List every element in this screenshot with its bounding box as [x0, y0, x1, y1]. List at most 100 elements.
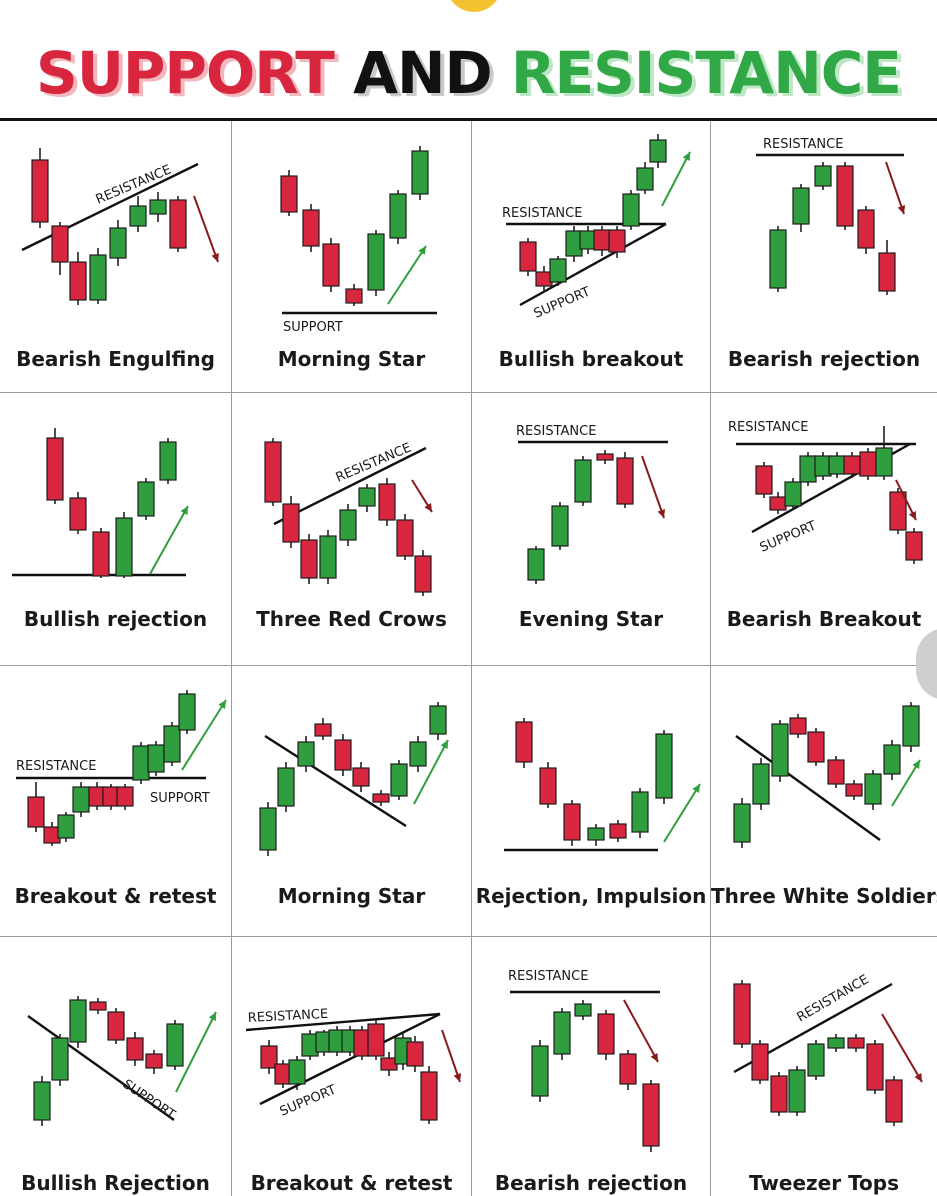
- bullish-candle: [159, 438, 177, 484]
- bearish-candle: [642, 1080, 660, 1152]
- bearish-candle: [519, 238, 537, 276]
- bullish-candle: [411, 146, 429, 200]
- down-arrow-icon: [623, 999, 659, 1063]
- bullish-candle: [655, 730, 673, 804]
- bullish-candle: [799, 452, 817, 486]
- resistance-label: RESISTANCE: [16, 759, 96, 774]
- title-word-support: SUPPORT: [36, 39, 335, 107]
- bullish-candle: [883, 740, 901, 780]
- bullish-candle: [51, 1034, 69, 1086]
- pattern-caption: Bullish rejection: [23, 607, 208, 631]
- bullish-candle: [277, 762, 295, 812]
- bearish-candle: [597, 1010, 615, 1060]
- bullish-candle: [771, 720, 789, 782]
- bullish-candle: [579, 226, 597, 254]
- bearish-candle: [885, 1076, 903, 1126]
- bullish-candle: [769, 226, 787, 292]
- bullish-candle: [137, 478, 155, 520]
- pattern-caption: Tweezer Tops: [748, 1171, 900, 1195]
- bullish-candle: [259, 802, 277, 856]
- bearish-candle: [31, 148, 49, 228]
- pattern-caption: Bullish breakout: [498, 347, 684, 371]
- bullish-candle: [132, 742, 150, 784]
- bearish-candle: [836, 162, 854, 230]
- pattern-caption: Morning Star: [277, 347, 426, 371]
- bullish-candle: [409, 736, 427, 772]
- bearish-candle: [116, 784, 134, 810]
- up-arrow-icon: [413, 739, 449, 805]
- bearish-candle: [27, 782, 45, 832]
- down-arrow-icon: [885, 161, 906, 215]
- bullish-candle: [297, 736, 315, 772]
- bullish-candle: [553, 1008, 571, 1060]
- bearish-candle: [334, 734, 352, 776]
- bearish-candle: [46, 428, 64, 504]
- pattern-cell: RESISTANCE: [516, 424, 668, 584]
- resistance-label: RESISTANCE: [763, 137, 843, 152]
- pattern-caption: Bearish rejection: [494, 1171, 688, 1195]
- bearish-candle: [126, 1032, 144, 1066]
- bearish-candle: [843, 452, 861, 478]
- down-arrow-icon: [193, 195, 219, 263]
- bearish-candle: [859, 448, 877, 480]
- pattern-cell: [259, 702, 449, 856]
- trend-line: [259, 1012, 441, 1106]
- bearish-candle: [352, 762, 370, 792]
- bearish-candle: [807, 728, 825, 766]
- bearish-candle: [751, 1040, 769, 1084]
- bullish-candle: [549, 256, 567, 286]
- bearish-candle: [878, 240, 896, 295]
- bullish-candle: [752, 758, 770, 810]
- pattern-cell: RESISTANCE SUPPORT: [16, 690, 227, 846]
- bullish-candle: [902, 702, 920, 752]
- bullish-candle: [531, 1040, 549, 1102]
- grid-divider-v1: [231, 121, 232, 1196]
- bearish-candle: [92, 528, 110, 578]
- pattern-caption: Bearish Engulfing: [16, 347, 215, 371]
- bullish-candle: [551, 502, 569, 550]
- pattern-caption: Three White Soldiers: [711, 884, 937, 908]
- bearish-candle: [769, 492, 787, 514]
- pattern-caption: Breakout & retest: [250, 1171, 453, 1195]
- resistance-label: RESISTANCE: [502, 206, 582, 221]
- bullish-candle: [875, 426, 893, 480]
- bearish-candle: [282, 496, 300, 548]
- grid-divider-h1: [0, 392, 937, 393]
- bullish-candle: [115, 512, 133, 578]
- bullish-candle: [33, 1076, 51, 1126]
- trend-line: [264, 734, 407, 828]
- side-scroll-handle[interactable]: [916, 628, 937, 700]
- bearish-candle: [264, 438, 282, 506]
- bearish-candle: [43, 822, 61, 846]
- bearish-candle: [69, 492, 87, 534]
- bearish-candle: [539, 762, 557, 808]
- pattern-cell: RESISTANCE: [21, 148, 219, 305]
- bullish-candle: [622, 190, 640, 230]
- trend-line: [27, 1015, 175, 1121]
- bullish-candle: [367, 230, 385, 296]
- bullish-candle: [319, 530, 337, 584]
- grid-divider-h3: [0, 936, 937, 937]
- support-label: SUPPORT: [283, 320, 343, 335]
- title-divider: [0, 118, 937, 121]
- bearish-candle: [889, 488, 907, 534]
- grid-divider-v2: [471, 121, 472, 1196]
- bullish-candle: [733, 798, 751, 848]
- bearish-candle: [300, 534, 318, 584]
- bullish-candle: [129, 196, 147, 232]
- support-label: SUPPORT: [150, 791, 210, 806]
- title-word-and: AND: [353, 39, 493, 107]
- resistance-label: RESISTANCE: [508, 969, 588, 984]
- bearish-candle: [314, 718, 332, 740]
- pattern-cell: RESISTANCE: [756, 137, 906, 295]
- bearish-candle: [755, 462, 773, 498]
- resistance-label: RESISTANCE: [728, 420, 808, 435]
- bearish-candle: [280, 170, 298, 216]
- bullish-candle: [788, 1066, 806, 1116]
- bullish-candle: [109, 220, 127, 266]
- bearish-candle: [380, 1052, 398, 1076]
- bullish-candle: [636, 162, 654, 194]
- bearish-candle: [353, 1026, 371, 1060]
